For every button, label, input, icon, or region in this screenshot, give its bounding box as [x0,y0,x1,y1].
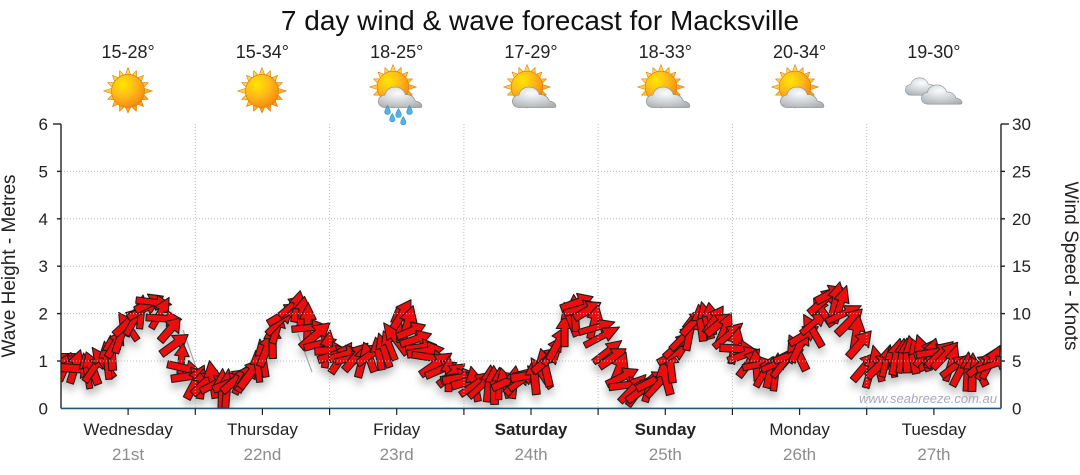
svg-text:20: 20 [1012,210,1031,229]
svg-text:4: 4 [39,210,48,229]
svg-text:20-34°: 20-34° [773,42,826,62]
svg-text:26th: 26th [783,445,816,464]
svg-text:19-30°: 19-30° [907,42,960,62]
svg-text:Sunday: Sunday [635,420,697,439]
svg-text:24th: 24th [514,445,547,464]
svg-text:Monday: Monday [769,420,830,439]
svg-text:21st: 21st [112,445,144,464]
svg-text:18-25°: 18-25° [370,42,423,62]
svg-text:Wind Speed - Knots: Wind Speed - Knots [1060,182,1080,351]
svg-text:27th: 27th [917,445,950,464]
svg-text:17-29°: 17-29° [504,42,557,62]
svg-text:Wave Height - Metres: Wave Height - Metres [0,174,20,357]
svg-text:Thursday: Thursday [227,420,298,439]
svg-text:6: 6 [39,115,48,134]
svg-text:Wednesday: Wednesday [83,420,173,439]
svg-text:25th: 25th [649,445,682,464]
svg-text:15-34°: 15-34° [236,42,289,62]
svg-text:Friday: Friday [373,420,421,439]
svg-text:Tuesday: Tuesday [902,420,967,439]
svg-text:5: 5 [1012,352,1021,371]
svg-text:www.seabreeze.com.au: www.seabreeze.com.au [859,391,997,406]
svg-text:2: 2 [39,305,48,324]
svg-text:Saturday: Saturday [495,420,568,439]
svg-text:15: 15 [1012,257,1031,276]
svg-text:0: 0 [1012,399,1021,418]
svg-text:0: 0 [39,399,48,418]
svg-text:3: 3 [39,257,48,276]
svg-text:23rd: 23rd [380,445,414,464]
svg-text:25: 25 [1012,162,1031,181]
svg-text:30: 30 [1012,115,1031,134]
svg-text:22nd: 22nd [243,445,281,464]
svg-text:1: 1 [39,352,48,371]
svg-text:10: 10 [1012,305,1031,324]
svg-text:18-33°: 18-33° [639,42,692,62]
svg-text:15-28°: 15-28° [101,42,154,62]
svg-text:5: 5 [39,162,48,181]
